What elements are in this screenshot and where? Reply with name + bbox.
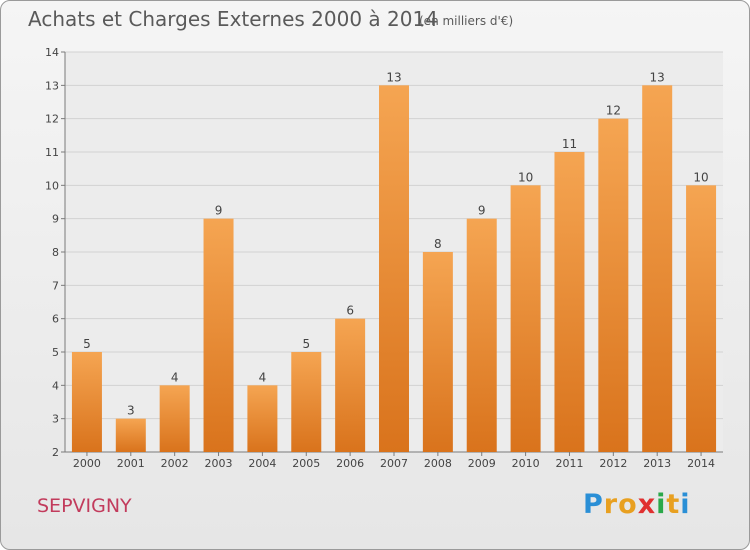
bar [335, 318, 366, 452]
bar [159, 385, 190, 452]
x-tick-label: 2000 [73, 457, 101, 470]
data-label: 9 [215, 204, 223, 218]
x-tick-label: 2014 [687, 457, 715, 470]
data-label: 10 [693, 170, 708, 184]
logo-letter: P [583, 489, 604, 520]
chart-title: Achats et Charges Externes 2000 à 2014 [28, 7, 438, 31]
commune-name: SEPVIGNY [37, 495, 132, 517]
x-tick-label: 2001 [117, 457, 145, 470]
data-label: 4 [171, 370, 179, 384]
data-label: 8 [434, 237, 442, 251]
bar [71, 352, 102, 452]
logo-letter: t [666, 489, 681, 520]
x-tick-label: 2004 [248, 457, 276, 470]
bar [422, 252, 453, 452]
x-tick-label: 2011 [555, 457, 583, 470]
x-tick-label: 2005 [292, 457, 320, 470]
x-tick-label: 2012 [599, 457, 627, 470]
x-tick-label: 2007 [380, 457, 408, 470]
y-tick-label: 5 [52, 346, 59, 359]
data-label: 13 [650, 70, 665, 84]
y-tick-label: 14 [45, 46, 59, 59]
y-tick-label: 3 [52, 413, 59, 426]
data-label: 11 [562, 137, 577, 151]
x-tick-label: 2003 [205, 457, 233, 470]
bar [466, 218, 497, 452]
bar [598, 118, 629, 453]
y-tick-label: 8 [52, 246, 59, 259]
data-label: 13 [386, 70, 401, 84]
bar [510, 185, 541, 453]
logo-letter: i [680, 489, 691, 520]
data-label: 4 [259, 370, 267, 384]
x-tick-label: 2002 [161, 457, 189, 470]
logo-letter: r [603, 489, 619, 520]
bar [291, 352, 322, 452]
bar [379, 85, 409, 452]
x-tick-label: 2010 [512, 457, 540, 470]
y-tick-label: 12 [45, 113, 59, 126]
y-tick-label: 13 [45, 79, 59, 92]
data-label: 12 [606, 104, 621, 118]
data-label: 6 [346, 304, 354, 318]
logo-letter: x [637, 489, 657, 520]
bar [686, 185, 717, 453]
y-tick-label: 11 [45, 146, 59, 159]
x-tick-label: 2008 [424, 457, 452, 470]
y-tick-label: 4 [52, 379, 59, 392]
logo-letter: o [618, 489, 638, 520]
y-tick-label: 10 [45, 179, 59, 192]
y-tick-label: 9 [52, 213, 59, 226]
proxiti-logo[interactable]: Proxiti [583, 489, 691, 520]
y-tick-label: 6 [52, 313, 59, 326]
data-label: 10 [518, 170, 533, 184]
x-tick-label: 2009 [468, 457, 496, 470]
x-tick-label: 2006 [336, 457, 364, 470]
data-label: 9 [478, 204, 486, 218]
bar [554, 152, 585, 452]
logo-letter: i [656, 489, 667, 520]
bar [247, 385, 278, 452]
data-label: 5 [83, 337, 91, 351]
y-tick-label: 7 [52, 279, 59, 292]
data-label: 3 [127, 404, 135, 418]
bar [115, 418, 146, 452]
y-tick-label: 2 [52, 446, 59, 459]
x-tick-label: 2013 [643, 457, 671, 470]
bar [203, 218, 234, 452]
chart-subtitle: (en milliers d'€) [419, 14, 514, 28]
data-label: 5 [302, 337, 310, 351]
bar [642, 85, 673, 452]
